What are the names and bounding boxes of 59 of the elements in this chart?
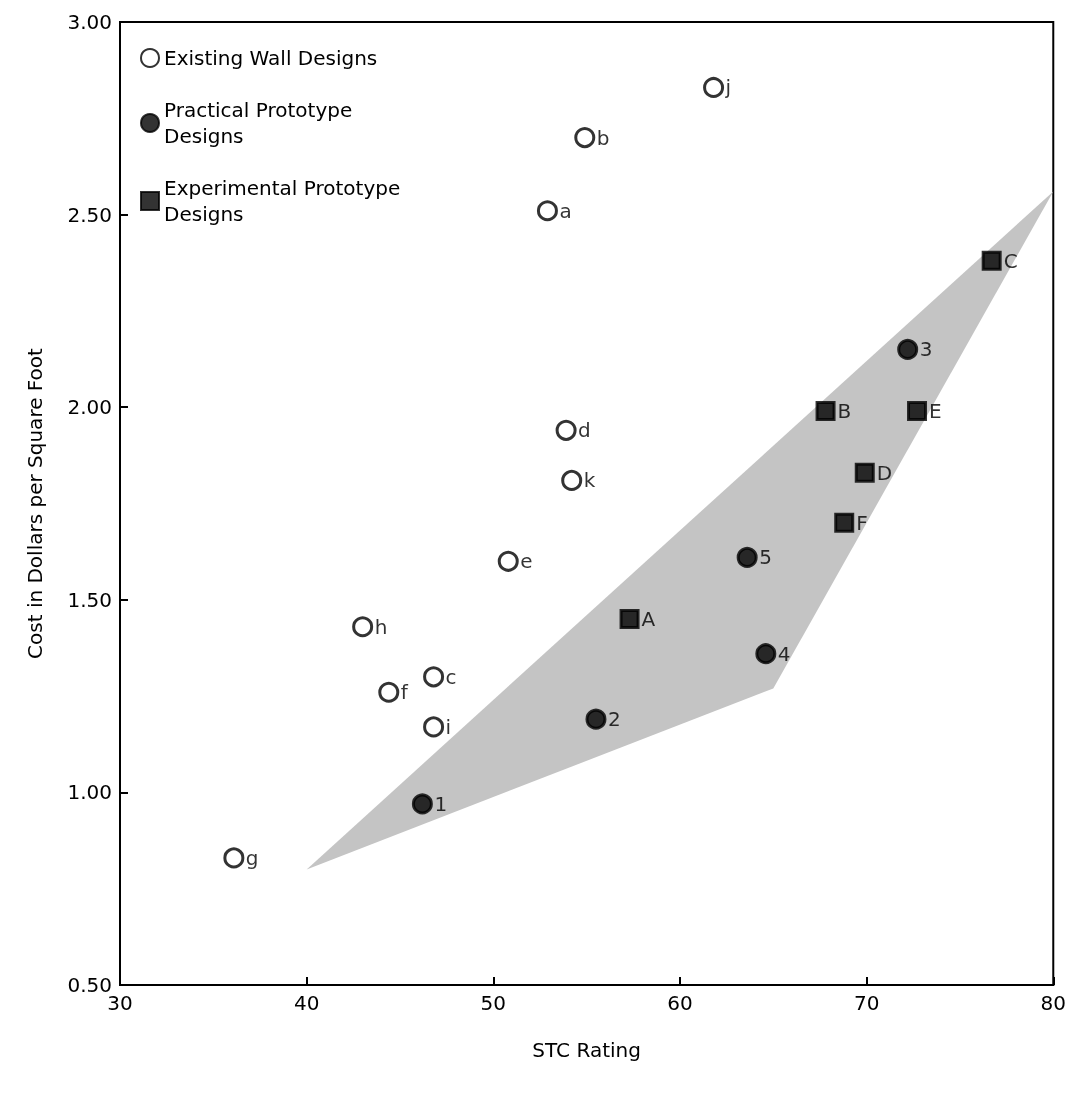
- point: [815, 401, 836, 422]
- annotation: j: [724, 75, 732, 100]
- annotation: B: [837, 399, 852, 424]
- legend-label: Existing Wall Designs: [164, 46, 378, 70]
- y-axis-title: Cost in Dollars per Square Foot: [23, 347, 47, 659]
- point: [834, 512, 855, 533]
- point: [423, 716, 445, 738]
- point: [574, 127, 596, 149]
- point: [736, 546, 758, 568]
- point: [555, 419, 577, 441]
- annotation: e: [520, 549, 533, 574]
- annotation: b: [596, 125, 610, 150]
- annotation: a: [559, 198, 572, 223]
- y-tick-label: 2.50: [67, 202, 112, 227]
- annotation: 1: [434, 791, 448, 816]
- y-tick-label: 1.00: [67, 780, 112, 805]
- point: [352, 616, 374, 638]
- point: [897, 338, 919, 360]
- annotation: 4: [777, 641, 791, 666]
- x-tick-label: 80: [1040, 991, 1066, 1015]
- point: [223, 847, 245, 869]
- annotation: f: [400, 680, 409, 705]
- point: [423, 666, 445, 688]
- x-axis-title: STC Rating: [532, 1038, 641, 1062]
- annotation: h: [374, 614, 388, 639]
- legend-label: Experimental Prototype Designs: [164, 176, 407, 226]
- annotation: 2: [607, 707, 621, 732]
- x-tick-label: 50: [480, 991, 507, 1015]
- x-tick-label: 40: [293, 991, 320, 1015]
- point: [411, 793, 433, 815]
- y-tick-label: 3.00: [67, 10, 112, 34]
- point: [703, 76, 725, 98]
- point: [497, 550, 519, 572]
- annotation: A: [641, 607, 656, 632]
- point: [561, 469, 583, 491]
- annotation: E: [929, 399, 942, 424]
- annotation: k: [583, 468, 596, 493]
- y-tick-label: 1.50: [67, 587, 112, 612]
- annotation: 5: [759, 545, 772, 570]
- point: [854, 462, 875, 483]
- y-tick-label: 2.00: [67, 395, 112, 420]
- point: [585, 708, 607, 730]
- annotation: g: [245, 845, 259, 870]
- point: [755, 643, 777, 665]
- x-tick-label: 60: [667, 991, 693, 1015]
- point: [378, 681, 400, 703]
- legend-label: Practical Prototype Designs: [164, 98, 359, 148]
- annotation: c: [445, 664, 457, 689]
- annotation: D: [876, 460, 893, 485]
- annotation: F: [856, 510, 868, 535]
- point: [907, 401, 928, 422]
- annotation: i: [445, 714, 452, 739]
- x-tick-label: 70: [853, 991, 880, 1015]
- annotation: C: [1003, 248, 1018, 273]
- annotation: d: [578, 418, 591, 443]
- point: [536, 200, 558, 222]
- point: [619, 609, 640, 630]
- annotation: 3: [919, 337, 933, 362]
- point: [981, 250, 1002, 271]
